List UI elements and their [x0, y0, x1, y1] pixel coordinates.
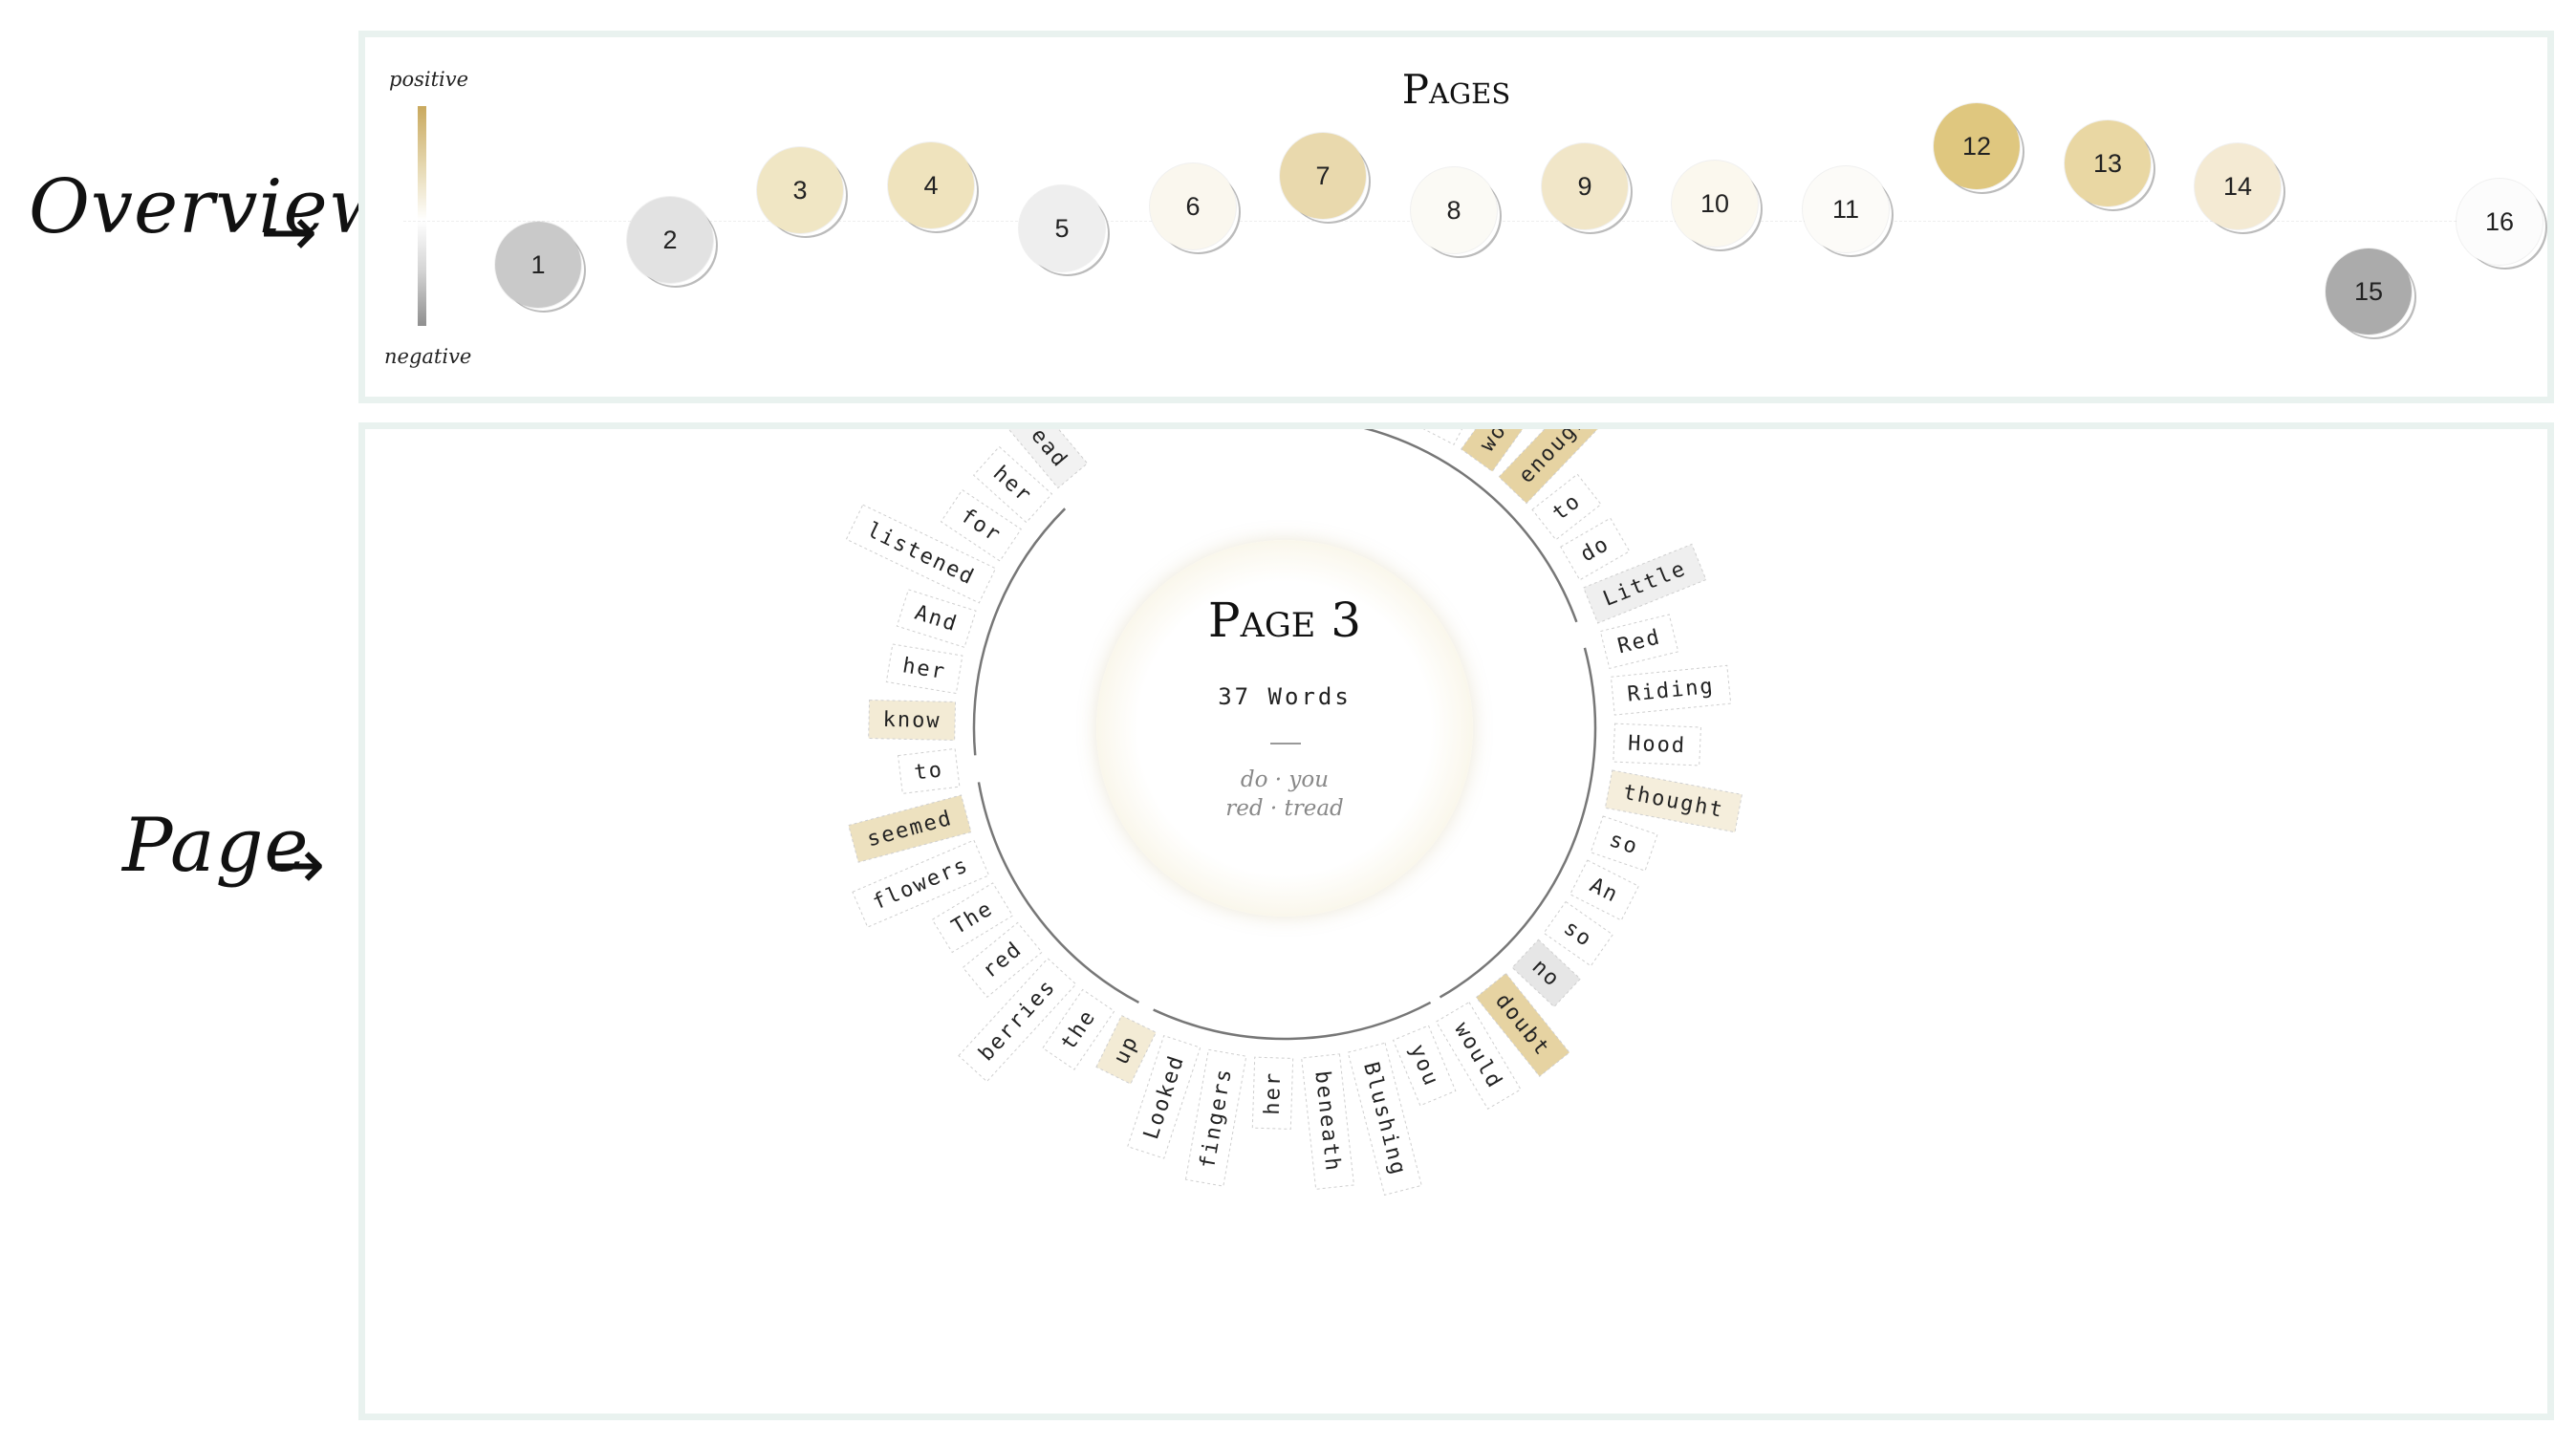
word-text: know [882, 708, 942, 733]
legend-negative-label: negative [384, 345, 472, 368]
word-text: her [1261, 1071, 1286, 1116]
word-tile-box [848, 794, 972, 863]
word-text: to [913, 758, 944, 785]
word-tile[interactable]: so [1543, 900, 1613, 967]
sentiment-legend-bar [418, 106, 426, 326]
word-ring: TogatherthesetogetherWasworkenoughtodoLi… [845, 429, 1743, 1196]
word-tile[interactable]: An [1569, 859, 1639, 921]
word-tile-box [972, 445, 1053, 524]
word-tile-box [852, 839, 990, 928]
word-tile-box [1461, 429, 1544, 472]
word-tile[interactable]: Hood [1613, 723, 1701, 766]
word-tile-box [958, 958, 1077, 1083]
page-circle-4[interactable]: 4 [888, 142, 974, 228]
word-tile-box [1127, 1035, 1201, 1159]
word-tile-box [897, 747, 961, 794]
word-tile-box [1392, 1025, 1457, 1107]
page-title: Page 3 [1207, 593, 1362, 648]
word-tile-box [940, 488, 1022, 562]
page-circle-7[interactable]: 7 [1280, 133, 1366, 219]
word-tile-box [1599, 614, 1679, 670]
word-tile-box [1498, 429, 1609, 505]
page-center-disc: Page 3 37 Words do · you red · tread [1096, 540, 1473, 917]
word-text: Hood [1628, 732, 1687, 759]
page-circle-15[interactable]: 15 [2326, 248, 2412, 335]
keywords-line-1: do · you [1240, 767, 1330, 792]
word-tile[interactable]: up [1095, 1014, 1158, 1085]
word-tile-box [896, 589, 977, 648]
word-tile[interactable]: her [1251, 1056, 1294, 1130]
keywords-line-2: red · tread [1225, 796, 1344, 821]
page-circle-2[interactable]: 2 [627, 197, 713, 283]
word-tile[interactable]: no [1511, 939, 1581, 1008]
word-tile-box [1511, 939, 1581, 1008]
word-tile-box [845, 504, 997, 604]
word-tile-box [1583, 543, 1707, 624]
line-arc-5 [972, 507, 1067, 756]
word-tile-box [1560, 517, 1631, 581]
page-circle-5[interactable]: 5 [1019, 185, 1105, 271]
word-tile-box [1095, 1014, 1158, 1085]
word-tile-box [1475, 972, 1570, 1077]
word-tile[interactable]: her [885, 643, 963, 695]
page-circle-8[interactable]: 8 [1411, 167, 1497, 253]
word-tile-box [1042, 988, 1115, 1070]
word-tile-box [885, 643, 963, 695]
center-divider [1270, 743, 1301, 745]
word-tile[interactable]: Riding [1610, 664, 1732, 716]
overview-panel: Pages positive negative 1 2 3 4 5 6 7 8 9 10 11 12 1… [358, 31, 2554, 403]
line-arc-2 [1439, 647, 1597, 999]
page-panel: TogatherthesetogetherWasworkenoughtodoLi… [358, 422, 2554, 1420]
word-tile[interactable]: so [1590, 815, 1658, 872]
word-tile[interactable]: thought [1604, 769, 1743, 833]
word-tile[interactable]: Red [1599, 614, 1679, 670]
word-tile[interactable]: fingers [1184, 1048, 1247, 1187]
word-tile-box [1590, 815, 1658, 872]
page-circle-6[interactable]: 6 [1150, 163, 1236, 249]
page-circle-1[interactable]: 1 [495, 222, 581, 308]
page-circle-13[interactable]: 13 [2065, 120, 2151, 206]
word-tile-box [1251, 1056, 1294, 1130]
page-circle-14[interactable]: 14 [2195, 143, 2281, 229]
word-tile-box [1347, 1042, 1422, 1196]
page-circle-11[interactable]: 11 [1803, 166, 1889, 252]
page-circle-12[interactable]: 12 [1934, 103, 2020, 189]
word-tile[interactable]: beneath [1301, 1053, 1355, 1190]
word-tile[interactable]: to [897, 747, 961, 794]
word-tile[interactable]: you [1392, 1025, 1457, 1107]
line-arc-3 [1153, 1001, 1432, 1041]
overview-arrow-icon: → [260, 191, 318, 271]
legend-positive-label: positive [389, 68, 469, 91]
word-count: 37 Words [1218, 683, 1352, 710]
word-tile[interactable]: to [1531, 473, 1602, 541]
word-tile-box [992, 429, 1089, 489]
word-tile-box [1610, 664, 1732, 716]
word-tile-box [1184, 1048, 1247, 1187]
word-tile[interactable]: Was [1418, 429, 1487, 445]
page-circle-9[interactable]: 9 [1542, 143, 1628, 229]
line-arc-4 [977, 782, 1140, 1004]
word-tile-box [1604, 769, 1743, 833]
word-tile-box [1569, 859, 1639, 921]
page-label: Page [122, 803, 310, 889]
word-tile-box [868, 700, 957, 741]
line-arc-1 [1363, 429, 1578, 623]
word-tile[interactable]: know [868, 700, 957, 741]
overview-title: Pages [1401, 66, 1511, 113]
word-tile[interactable]: And [896, 589, 977, 648]
page-circle-10[interactable]: 10 [1672, 161, 1758, 247]
word-tile-box [1301, 1053, 1355, 1190]
word-tile[interactable]: do [1560, 517, 1631, 581]
page-circle-3[interactable]: 3 [757, 147, 843, 233]
word-tile-box [931, 882, 1014, 954]
page-disc-background [1096, 540, 1473, 917]
page-circle-16[interactable]: 16 [2457, 179, 2543, 265]
overview-label: Overview [29, 164, 394, 250]
word-tile-box [962, 921, 1043, 998]
page-arrow-icon: → [268, 824, 326, 904]
